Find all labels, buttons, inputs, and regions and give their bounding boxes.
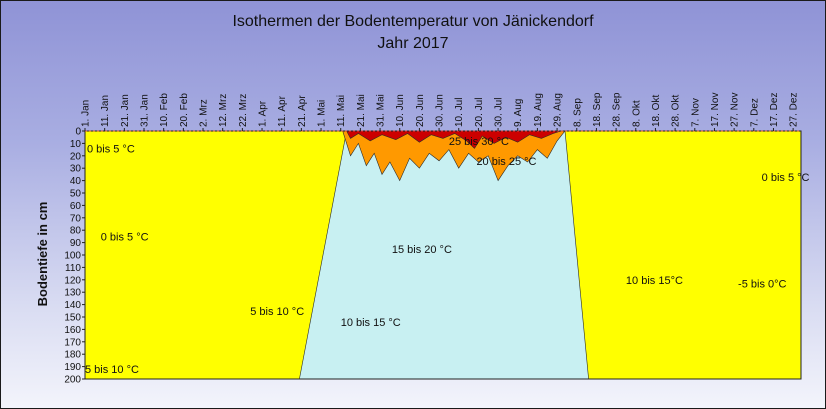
- x-tick-label: 17. Dez: [769, 93, 780, 127]
- series-15_20: [85, 131, 801, 379]
- x-tick-label: 8. Okt: [631, 100, 642, 127]
- x-tick-label: 10. Jul: [454, 98, 465, 127]
- x-tick-label: 1. Jan: [81, 100, 92, 127]
- plot-area: [85, 131, 801, 379]
- x-tick-label: 7. Nov: [690, 98, 701, 127]
- x-tick-label: 28. Sep: [612, 92, 623, 127]
- x-tick-label: 20. Jul: [474, 98, 485, 127]
- x-tick-label: 27. Dez: [789, 93, 800, 127]
- y-tick-label: 60: [70, 201, 82, 212]
- y-tick-label: 90: [70, 238, 82, 249]
- x-tick-label: 18. Sep: [592, 92, 603, 127]
- x-tick-label: 1. Mai: [317, 100, 328, 127]
- zone-label: 10 bis 15 °C: [341, 317, 401, 329]
- y-tick-label: 10: [70, 139, 82, 150]
- zone-labels: 0 bis 5 °C 0 bis 5 °C 5 bis 10 °C 5 bis 10 …: [85, 136, 810, 376]
- zone-label: 5 bis 10 °C: [250, 306, 304, 318]
- x-tick-label: 30. Jun: [435, 94, 446, 127]
- x-tick-label: 10. Feb: [159, 93, 170, 127]
- y-tick-label: 130: [64, 288, 81, 299]
- zone-label: 10 bis 15°C: [626, 275, 683, 287]
- x-tick-label: 10. Jun: [395, 94, 406, 127]
- zone-label: 0 bis 5 °C: [101, 231, 149, 243]
- y-tick-label: 180: [64, 350, 81, 361]
- y-tick-label: 150: [64, 313, 81, 324]
- zone-label: 20 bis 25 °C: [476, 156, 536, 168]
- x-tick-label: 27. Nov: [730, 93, 741, 127]
- x-tick-label: 18. Okt: [651, 95, 662, 127]
- y-tick-label: 30: [70, 164, 82, 175]
- y-tick-label: 190: [64, 362, 81, 373]
- y-tick-label: 50: [70, 189, 82, 200]
- y-tick-label: 70: [70, 213, 82, 224]
- x-tick-label: 11. Jan: [100, 95, 111, 127]
- x-tick-label: 20. Jun: [415, 94, 426, 127]
- x-tick-label: 30. Jul: [494, 98, 505, 127]
- x-tick-label: 1. Apr: [258, 100, 269, 127]
- series-20_25: [85, 131, 801, 182]
- x-tick-label: 20. Feb: [179, 93, 190, 127]
- y-axis-label: Bodentiefe in cm: [35, 202, 50, 307]
- x-tick-label: 11. Apr: [277, 95, 288, 127]
- x-tick-label: 28. Okt: [671, 95, 682, 127]
- y-tick-label: 80: [70, 226, 82, 237]
- plot-series: [85, 131, 801, 379]
- zone-label: -5 bis 0°C: [738, 279, 786, 291]
- x-tick-label: 29. Aug: [553, 93, 564, 127]
- x-tick-label: 31. Mai: [376, 94, 387, 127]
- zone-label: 0 bis 5 °C: [762, 172, 810, 184]
- zone-label: 5 bis 10 °C: [85, 364, 139, 376]
- x-tick-label: 8. Sep: [572, 98, 583, 127]
- y-tick-label: 0: [75, 127, 81, 138]
- y-tick-label: 110: [65, 263, 81, 274]
- x-tick-label: 21. Apr: [297, 95, 308, 127]
- series-25_30: [85, 131, 801, 149]
- x-tick-label: 12. Mrz: [218, 94, 229, 127]
- x-tick-label: 21. Jan: [120, 94, 131, 127]
- zone-label: 15 bis 20 °C: [392, 244, 452, 256]
- chart-subtitle: Jahr 2017: [377, 35, 448, 52]
- x-tick-label: 9. Aug: [513, 99, 524, 127]
- y-tick-label: 200: [64, 375, 81, 386]
- x-tick-label: 17. Nov: [710, 93, 721, 127]
- x-tick-label: 22. Mrz: [238, 94, 249, 127]
- x-tick-label: 7. Dez: [749, 98, 760, 127]
- x-tick-label: 31. Jan: [140, 94, 151, 127]
- x-tick-label: 19. Aug: [533, 93, 544, 127]
- y-tick-label: 20: [70, 151, 82, 162]
- zone-label: 0 bis 5 °C: [87, 143, 135, 155]
- y-tick-label: 170: [64, 337, 81, 348]
- x-tick-label: 21. Mai: [356, 94, 367, 127]
- y-tick-label: 160: [64, 325, 81, 336]
- x-tick-label: 2. Mrz: [199, 99, 210, 127]
- chart-title: Isothermen der Bodentemperatur von Jänic…: [232, 13, 594, 30]
- y-tick-label: 120: [64, 275, 81, 286]
- zone-label: 25 bis 30 °C: [449, 136, 509, 148]
- x-tick-label: 11. Mai: [336, 95, 347, 127]
- y-tick-label: 100: [64, 251, 81, 262]
- y-tick-label: 40: [70, 176, 82, 187]
- y-tick-label: 140: [64, 300, 81, 311]
